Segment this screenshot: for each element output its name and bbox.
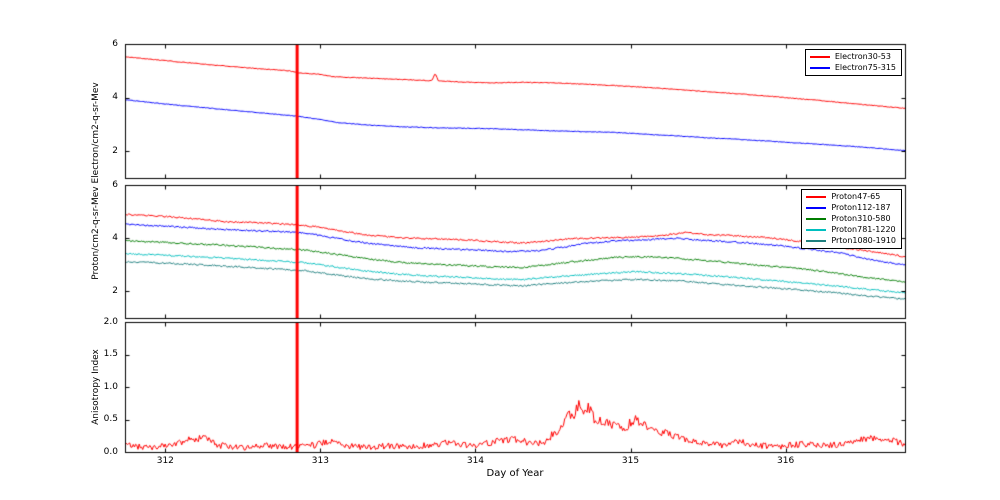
y-tick-label: 0.5 xyxy=(103,414,118,424)
x-tick-label: 315 xyxy=(621,456,640,466)
y-tick-label: 4 xyxy=(112,232,118,243)
legend-entry: Prton1080-1910 xyxy=(806,236,896,246)
x-axis-label: Day of Year xyxy=(486,468,544,479)
legend-line-swatch xyxy=(809,67,830,69)
y-tick-label: 1.5 xyxy=(103,349,118,359)
y-tick-label: 1.0 xyxy=(103,381,118,392)
legend-entry: Proton310-580 xyxy=(806,214,896,224)
y-tick-label: 2 xyxy=(112,145,118,156)
legend-entry: Proton781-1220 xyxy=(806,225,896,235)
legend-electron: Electron30-53 Electron75-315 xyxy=(804,49,902,76)
y-axis-label-anisotropy: Anisotropy Index xyxy=(91,349,101,425)
y-tick-label: 2 xyxy=(112,285,118,296)
y-axis-label-flux: Proton/cm2-q-sr-Mev Electron/cm2-q-sr-Me… xyxy=(91,82,101,280)
legend-label: Proton112-187 xyxy=(831,203,891,212)
legend-entry: Electron75-315 xyxy=(809,63,896,73)
legend-line-swatch xyxy=(806,196,827,198)
x-tick-label: 312 xyxy=(156,456,174,466)
legend-label: Prton1080-1910 xyxy=(831,236,896,245)
legend-entry: Proton112-187 xyxy=(806,203,896,213)
legend-label: Proton310-580 xyxy=(831,214,891,223)
legend-line-swatch xyxy=(809,56,830,58)
legend-label: Proton781-1220 xyxy=(831,225,896,234)
y-tick-label: 0.0 xyxy=(103,446,118,457)
legend-label: Electron75-315 xyxy=(834,63,896,72)
legend-line-swatch xyxy=(806,229,827,231)
y-tick-label: 4 xyxy=(112,92,118,103)
legend-line-swatch xyxy=(806,207,827,209)
x-tick-label: 313 xyxy=(311,456,329,466)
legend-entry: Proton47-65 xyxy=(806,192,896,202)
legend-label: Proton47-65 xyxy=(831,192,881,201)
y-tick-label: 2.0 xyxy=(103,316,118,327)
legend-proton: Proton47-65 Proton112-187 Proton310-580 Pro… xyxy=(801,189,902,249)
legend-line-swatch xyxy=(806,218,827,220)
x-tick-label: 316 xyxy=(777,456,795,466)
y-tick-label: 6 xyxy=(112,38,118,49)
legend-line-swatch xyxy=(806,240,827,242)
y-tick-label: 6 xyxy=(112,179,118,190)
legend-entry: Electron30-53 xyxy=(809,52,896,62)
legend-label: Electron30-53 xyxy=(834,52,891,61)
x-tick-label: 314 xyxy=(466,456,485,466)
